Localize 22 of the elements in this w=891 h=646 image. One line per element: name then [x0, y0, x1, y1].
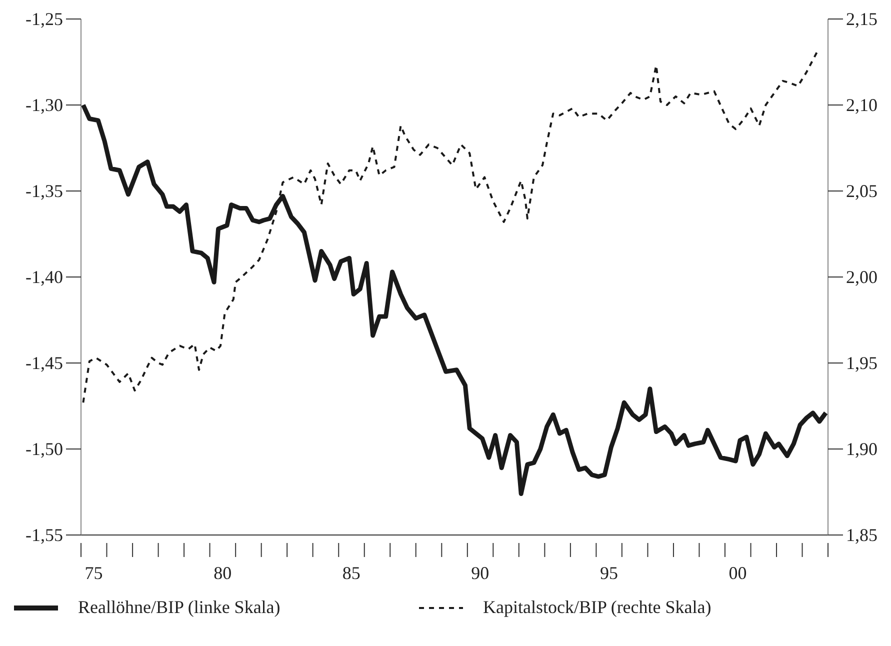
y2-tick-label: 2,10	[846, 95, 878, 115]
y2-tick-label: 1,85	[846, 525, 878, 545]
y-tick-label: -1,25	[26, 9, 63, 29]
x-tick-label: 75	[84, 563, 103, 583]
x-tick-label: 95	[600, 563, 618, 583]
y-tick-label: -1,35	[26, 181, 63, 201]
y-tick-label: -1,45	[26, 353, 63, 373]
y-tick-label: -1,30	[26, 95, 63, 115]
legend-label: Reallöhne/BIP (linke Skala)	[78, 597, 280, 618]
y-tick-label: -1,55	[26, 525, 63, 545]
y2-tick-label: 2,00	[846, 267, 878, 287]
y-tick-label: -1,40	[26, 267, 63, 287]
y-tick-label: -1,50	[26, 439, 63, 459]
y2-tick-label: 2,15	[846, 9, 878, 29]
x-tick-label: 85	[342, 563, 360, 583]
x-tick-label: 00	[728, 563, 747, 583]
x-tick-label: 90	[471, 563, 490, 583]
legend-label: Kapitalstock/BIP (rechte Skala)	[483, 597, 712, 618]
x-tick-label: 80	[214, 563, 232, 583]
y2-tick-label: 1,95	[846, 353, 878, 373]
y2-tick-label: 2,05	[846, 181, 878, 201]
y2-tick-label: 1,90	[846, 439, 878, 459]
